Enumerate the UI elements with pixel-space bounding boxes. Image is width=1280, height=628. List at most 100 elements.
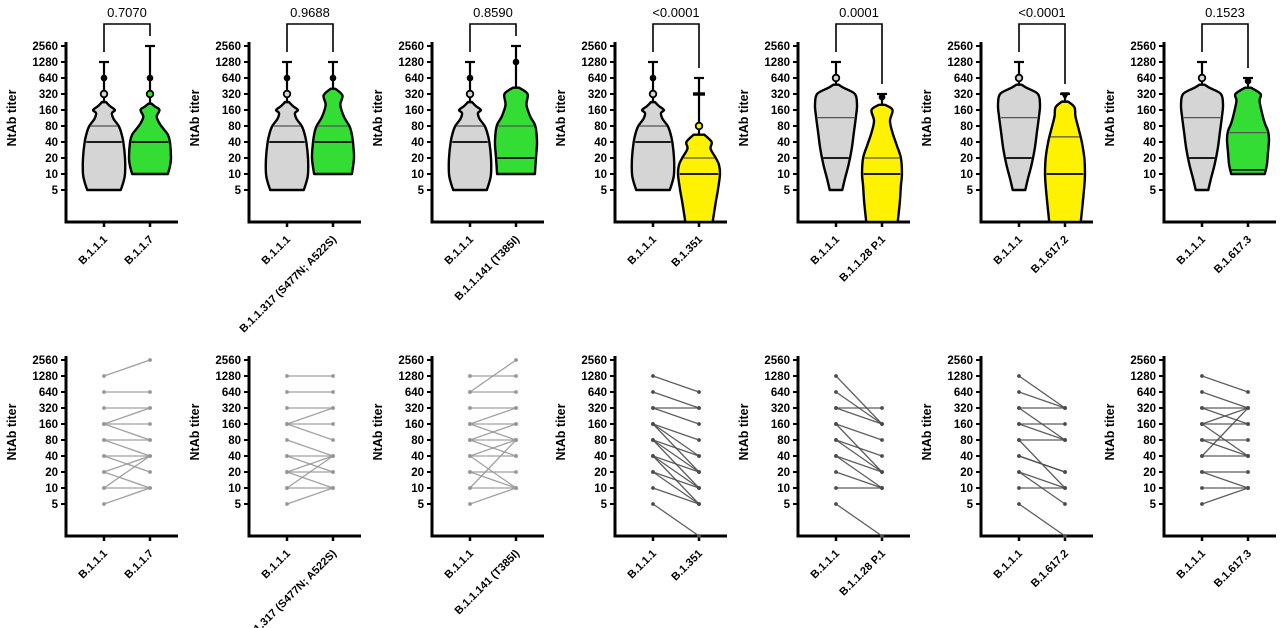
svg-text:B.1.1.1: B.1.1.1: [443, 234, 477, 268]
svg-text:B.1.1.1: B.1.1.1: [77, 234, 111, 268]
svg-text:1280: 1280: [215, 57, 241, 69]
svg-text:10: 10: [45, 483, 58, 495]
svg-text:20: 20: [594, 153, 607, 165]
svg-text:640: 640: [39, 73, 58, 85]
svg-text:2560: 2560: [215, 355, 241, 367]
svg-text:40: 40: [228, 137, 241, 149]
svg-text:5: 5: [52, 499, 59, 511]
svg-text:640: 640: [954, 73, 973, 85]
svg-text:20: 20: [45, 467, 58, 479]
svg-text:B.1.1.1: B.1.1.1: [626, 548, 660, 582]
svg-text:1280: 1280: [581, 57, 607, 69]
svg-text:160: 160: [771, 105, 790, 117]
svg-text:160: 160: [39, 105, 58, 117]
paired-line-panel-7: 2560 1280 640 320 160 80 40 20 10 5 NtAb titer B.1.…: [1103, 355, 1276, 590]
svg-text:80: 80: [594, 435, 607, 447]
svg-text:10: 10: [960, 169, 973, 181]
svg-text:NtAb titer: NtAb titer: [1103, 403, 1117, 460]
svg-text:5: 5: [52, 185, 59, 197]
svg-text:10: 10: [411, 483, 424, 495]
svg-text:640: 640: [405, 73, 424, 85]
svg-text:20: 20: [960, 467, 973, 479]
svg-text:B.1.1.1: B.1.1.1: [1175, 234, 1209, 268]
svg-text:B.1.1.1: B.1.1.1: [260, 234, 294, 268]
svg-text:NtAb titer: NtAb titer: [920, 403, 934, 460]
svg-text:0.7070: 0.7070: [107, 5, 147, 20]
svg-text:20: 20: [411, 153, 424, 165]
svg-text:320: 320: [405, 403, 424, 415]
svg-text:B.1.1.28 P.1: B.1.1.28 P.1: [837, 234, 888, 285]
svg-text:2560: 2560: [32, 355, 58, 367]
svg-text:20: 20: [594, 467, 607, 479]
svg-text:B.1.617.2: B.1.617.2: [1029, 548, 1071, 590]
violin-row: 2560 1280 640 320 160 80 40 20 10 5 NtAb titer B.1.…: [5, 5, 1276, 335]
svg-text:NtAb titer: NtAb titer: [5, 403, 19, 460]
svg-text:10: 10: [45, 169, 58, 181]
svg-text:1280: 1280: [764, 57, 790, 69]
svg-text:80: 80: [1143, 121, 1156, 133]
svg-text:B.1.1.1: B.1.1.1: [260, 548, 294, 582]
svg-text:320: 320: [222, 89, 241, 101]
violin-panel-6: 2560 1280 640 320 160 80 40 20 10 5 NtAb titer B.1.…: [920, 5, 1093, 276]
svg-text:2560: 2560: [581, 41, 607, 53]
svg-text:NtAb titer: NtAb titer: [737, 403, 751, 460]
svg-text:80: 80: [411, 121, 424, 133]
svg-text:1280: 1280: [32, 371, 58, 383]
svg-text:B.1.1.1: B.1.1.1: [809, 234, 843, 268]
svg-text:B.1.1.1: B.1.1.1: [626, 234, 660, 268]
violin-panel-7: 2560 1280 640 320 160 80 40 20 10 5 NtAb titer B.1.…: [1103, 5, 1276, 276]
svg-text:640: 640: [1137, 73, 1156, 85]
svg-text:5: 5: [967, 185, 974, 197]
paired-line-panel-1: 2560 1280 640 320 160 80 40 20 10 5 NtAb titer B.1.…: [5, 355, 178, 582]
svg-text:1280: 1280: [215, 371, 241, 383]
svg-text:NtAb titer: NtAb titer: [188, 89, 202, 146]
svg-text:B.1.1.7: B.1.1.7: [123, 548, 157, 582]
svg-text:5: 5: [784, 185, 791, 197]
svg-text:5: 5: [1150, 499, 1157, 511]
svg-text:160: 160: [771, 419, 790, 431]
svg-text:40: 40: [411, 451, 424, 463]
svg-text:1280: 1280: [947, 371, 973, 383]
svg-text:B.1.1.7: B.1.1.7: [123, 234, 157, 268]
svg-text:20: 20: [1143, 153, 1156, 165]
svg-text:20: 20: [777, 153, 790, 165]
svg-text:20: 20: [960, 153, 973, 165]
svg-text:20: 20: [777, 467, 790, 479]
svg-text:80: 80: [960, 121, 973, 133]
paired-line-panel-4: 2560 1280 640 320 160 80 40 20 10 5 NtAb titer B.1.…: [554, 355, 727, 583]
svg-text:80: 80: [777, 435, 790, 447]
svg-text:B.1.617.3: B.1.617.3: [1212, 234, 1254, 276]
svg-text:10: 10: [228, 483, 241, 495]
svg-text:0.1523: 0.1523: [1205, 5, 1245, 20]
svg-text:NtAb titer: NtAb titer: [371, 403, 385, 460]
svg-text:10: 10: [228, 169, 241, 181]
svg-text:320: 320: [1137, 403, 1156, 415]
svg-text:320: 320: [39, 89, 58, 101]
svg-text:B.1.1.1: B.1.1.1: [1175, 548, 1209, 582]
svg-text:B.1.617.3: B.1.617.3: [1212, 548, 1254, 590]
svg-text:80: 80: [45, 435, 58, 447]
svg-text:NtAb titer: NtAb titer: [1103, 89, 1117, 146]
svg-text:160: 160: [222, 105, 241, 117]
svg-text:40: 40: [960, 137, 973, 149]
svg-text:0.0001: 0.0001: [839, 5, 879, 20]
svg-text:1280: 1280: [398, 57, 424, 69]
svg-text:2560: 2560: [947, 355, 973, 367]
violin-panel-3: 2560 1280 640 320 160 80 40 20 10 5 NtAb titer B.1.…: [371, 5, 544, 303]
svg-text:160: 160: [1137, 419, 1156, 431]
paired-line-panel-2: 2560 1280 640 320 160 80 40 20 10 5 NtAb titer B.1.…: [188, 355, 361, 628]
svg-text:0.8590: 0.8590: [473, 5, 513, 20]
svg-text:1280: 1280: [581, 371, 607, 383]
svg-text:640: 640: [222, 73, 241, 85]
svg-text:80: 80: [228, 435, 241, 447]
svg-text:640: 640: [39, 387, 58, 399]
svg-text:80: 80: [594, 121, 607, 133]
svg-text:NtAb titer: NtAb titer: [371, 89, 385, 146]
svg-text:160: 160: [954, 419, 973, 431]
svg-text:NtAb titer: NtAb titer: [554, 403, 568, 460]
svg-text:2560: 2560: [1130, 41, 1156, 53]
svg-text:10: 10: [960, 483, 973, 495]
svg-text:640: 640: [405, 387, 424, 399]
svg-text:B.1.351: B.1.351: [669, 234, 705, 270]
